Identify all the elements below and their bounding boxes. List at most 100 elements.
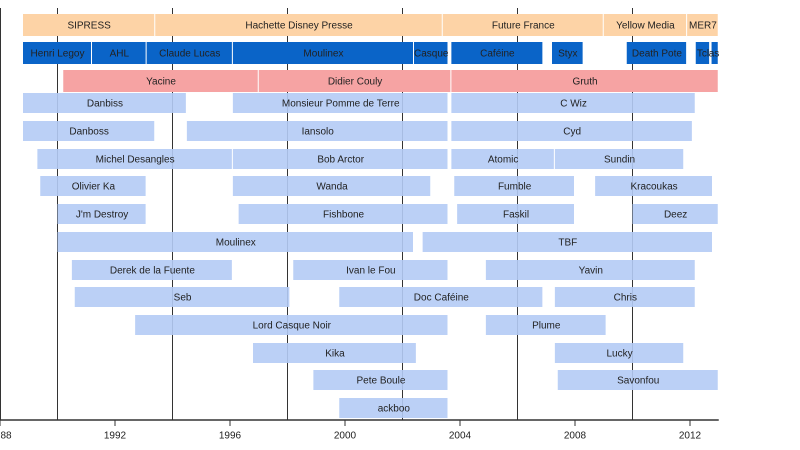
bar	[451, 70, 718, 92]
bar-label: Doc Caféine	[414, 293, 469, 304]
bar	[155, 14, 442, 36]
bar	[23, 14, 155, 36]
bar-label: Sundin	[604, 155, 635, 166]
x-tick-label: 1992	[104, 431, 127, 442]
bar-label: Seb	[174, 293, 192, 304]
bar	[626, 42, 687, 64]
bar-label: C Wiz	[560, 99, 587, 110]
bar-label: Danbiss	[87, 99, 123, 110]
bar-label: Faskil	[503, 210, 529, 221]
bar-label: Iansolo	[302, 127, 335, 138]
bar	[554, 287, 695, 307]
bar	[603, 14, 687, 36]
bar	[313, 370, 448, 390]
bar	[485, 260, 695, 280]
bar-label: Yellow Media	[616, 21, 675, 32]
bar	[595, 176, 712, 196]
bar	[687, 14, 718, 36]
bar	[232, 93, 448, 113]
bar-label: Didier Couly	[328, 77, 382, 88]
x-tick-label: 2000	[334, 431, 357, 442]
bar	[457, 204, 574, 224]
bar-label: Kracoukas	[630, 182, 677, 193]
bar-label: Fishbone	[323, 210, 365, 221]
bar	[711, 42, 718, 64]
bar	[23, 93, 186, 113]
bar	[454, 176, 574, 196]
bar-label: Gruth	[573, 77, 598, 88]
x-tick-label: 2004	[449, 431, 472, 442]
bar-label: Derek de la Fuente	[110, 266, 195, 277]
bar	[557, 370, 718, 390]
bar	[232, 176, 431, 196]
bar	[451, 121, 692, 141]
bar-label: Plume	[532, 321, 561, 332]
bar-label: Moulinex	[303, 49, 343, 60]
bar-label: Chris	[614, 293, 637, 304]
bar-label: Casque	[414, 49, 449, 60]
bar	[451, 149, 554, 169]
bar-label: Fumble	[498, 182, 532, 193]
bar	[146, 42, 232, 64]
bar	[552, 42, 583, 64]
bar-label: Danboss	[69, 127, 108, 138]
bar-label: Lucky	[607, 349, 633, 360]
bar-label: Hachette Disney Presse	[245, 21, 353, 32]
bar-label: Michel Desangles	[96, 155, 175, 166]
bar-label: ackboo	[378, 404, 411, 415]
bar-label: Cyd	[563, 127, 581, 138]
bar	[74, 287, 290, 307]
bar-label: Future France	[492, 21, 555, 32]
bar	[414, 42, 448, 64]
bar	[485, 315, 606, 335]
bar-label: Wanda	[316, 182, 348, 193]
bar-label: Savonfou	[617, 376, 659, 387]
bar-label: Lord Casque Noir	[253, 321, 332, 332]
x-tick-label: 88	[0, 431, 12, 442]
bar	[232, 149, 448, 169]
bar-label: Atomic	[488, 155, 519, 166]
bar-label: Pete Boule	[356, 376, 405, 387]
bar	[451, 93, 695, 113]
bar-label: Yacine	[146, 77, 176, 88]
bar-label: J'm Destroy	[76, 210, 128, 221]
bar	[37, 149, 232, 169]
bar-label: Kika	[325, 349, 345, 360]
bar-label: Tcl	[697, 49, 709, 60]
bar-label: Deez	[664, 210, 687, 221]
bar-label: AHL	[110, 49, 130, 60]
bar-label: Bob Arctor	[317, 155, 364, 166]
bar	[632, 204, 718, 224]
x-tick-label: 2012	[679, 431, 702, 442]
bar-label: Claude Lucas	[159, 49, 220, 60]
x-tick-label: 1996	[219, 431, 242, 442]
bar	[186, 121, 448, 141]
bar-label: Caféine	[480, 49, 515, 60]
bar-label: SIPRESS	[67, 21, 111, 32]
bar-label: Moulinex	[216, 238, 256, 249]
bar	[451, 42, 543, 64]
bar-label: TBF	[558, 238, 577, 249]
bar	[23, 42, 91, 64]
bar	[63, 70, 258, 92]
bar-label: Styx	[558, 49, 577, 60]
bar	[238, 204, 448, 224]
bar	[57, 232, 413, 252]
bar	[232, 42, 413, 64]
bar-label: Death Pote	[632, 49, 682, 60]
bar	[554, 343, 684, 363]
bar	[554, 149, 684, 169]
bar-label: Yavin	[579, 266, 603, 277]
bar-label: Olivier Ka	[72, 182, 116, 193]
bar	[442, 14, 603, 36]
bar	[253, 343, 416, 363]
bar	[92, 42, 146, 64]
bar	[40, 176, 146, 196]
bar	[23, 121, 155, 141]
bar	[422, 232, 712, 252]
bar	[135, 315, 448, 335]
bar	[293, 260, 448, 280]
bar-label: MER7	[689, 21, 717, 32]
x-tick-label: 2008	[564, 431, 587, 442]
bar-label: Monsieur Pomme de Terre	[282, 99, 400, 110]
